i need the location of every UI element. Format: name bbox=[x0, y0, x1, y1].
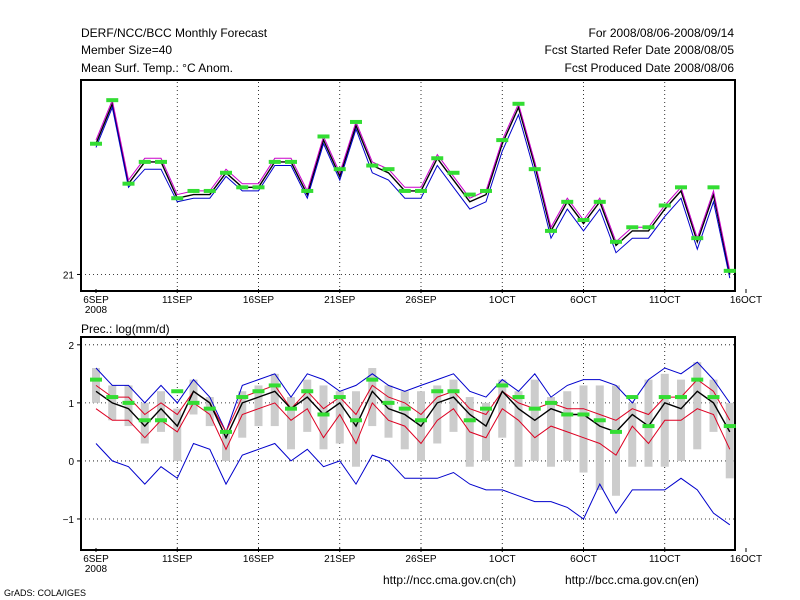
header-title: DERF/NCC/BCC Monthly Forecast bbox=[81, 26, 268, 40]
footer-credit: GrADS: COLA/IGES bbox=[4, 588, 86, 598]
x-tick-label: 26SEP bbox=[405, 295, 436, 306]
x-tick-label: 16SEP bbox=[243, 554, 274, 565]
series-line-median bbox=[95, 390, 731, 440]
series-line-member-spread-lower bbox=[95, 105, 731, 279]
precipitation-observed-markers bbox=[90, 377, 736, 434]
spread-bar bbox=[157, 391, 165, 432]
y-tick-label: 21 bbox=[63, 270, 75, 281]
x-year-label: 2008 bbox=[85, 305, 108, 316]
x-tick-label: 1OCT bbox=[489, 554, 516, 565]
spread-bar bbox=[303, 379, 312, 432]
header-variable: Mean Surf. Temp.: °C Anom. bbox=[81, 61, 233, 75]
spread-bar bbox=[449, 379, 458, 432]
spread-bar bbox=[514, 391, 523, 467]
series-line-ensemble-mean bbox=[95, 101, 731, 275]
precipitation-series bbox=[95, 361, 731, 526]
spread-bar bbox=[173, 408, 182, 461]
series-line-min bbox=[95, 442, 731, 526]
spread-bar bbox=[628, 402, 637, 467]
footer-url-ch[interactable]: http://ncc.cma.gov.cn(ch) bbox=[383, 573, 516, 587]
x-tick-label: 1OCT bbox=[489, 295, 516, 306]
x-tick-label: 6SEP bbox=[83, 295, 109, 306]
x-tick-label: 26SEP bbox=[405, 554, 436, 565]
x-tick-label: 16OCT bbox=[730, 554, 762, 565]
x-tick-label: 21SEP bbox=[324, 295, 355, 306]
x-tick-label: 11SEP bbox=[162, 554, 193, 565]
spread-bar bbox=[644, 379, 653, 467]
y-tick-label: −1 bbox=[63, 515, 75, 526]
spread-bar bbox=[612, 385, 620, 496]
precipitation-y-ticks: 2 1 0 −1 bbox=[63, 341, 81, 526]
spread-bar bbox=[189, 379, 198, 415]
x-tick-label: 6SEP bbox=[83, 554, 109, 565]
x-tick-label: 6OCT bbox=[570, 554, 597, 565]
temperature-series bbox=[95, 98, 731, 279]
series-line-member-spread-upper bbox=[95, 98, 731, 271]
spread-bar bbox=[222, 431, 230, 461]
spread-bar bbox=[709, 379, 718, 432]
x-year-label: 2008 bbox=[85, 564, 108, 575]
x-tick-label: 16OCT bbox=[730, 295, 762, 306]
x-tick-label: 21SEP bbox=[324, 554, 355, 565]
spread-bar bbox=[693, 362, 702, 450]
x-tick-label: 16SEP bbox=[243, 295, 274, 306]
x-tick-label: 11OCT bbox=[649, 554, 681, 565]
spread-bar bbox=[335, 391, 344, 444]
temperature-grid bbox=[81, 82, 735, 289]
y-tick-label: 0 bbox=[68, 457, 74, 468]
spread-bar bbox=[368, 368, 377, 427]
spread-bar bbox=[352, 391, 360, 467]
temperature-panel: 21 6SEP 11SEP 16SEP 21SEP 26SEP 1OCT 6OCT 11OCT… bbox=[63, 79, 762, 316]
precip-title: Prec.: log(mm/d) bbox=[81, 322, 170, 336]
temperature-plot-frame bbox=[80, 79, 736, 292]
header-period: For 2008/08/06-2008/09/14 bbox=[589, 26, 735, 40]
precipitation-spread-bars bbox=[92, 362, 734, 496]
spread-bar bbox=[400, 391, 409, 450]
spread-bar bbox=[270, 373, 279, 427]
footer-url-en[interactable]: http://bcc.cma.gov.cn(en) bbox=[565, 573, 699, 587]
spread-bar bbox=[725, 402, 734, 479]
temperature-x-ticks: 6SEP 11SEP 16SEP 21SEP 26SEP 1OCT 6OCT 11OCT 16O… bbox=[83, 289, 762, 316]
x-tick-label: 11OCT bbox=[649, 295, 681, 306]
precipitation-x-ticks: 6SEP 11SEP 16SEP 21SEP 26SEP 1OCT 6OCT 11OCT 16O… bbox=[83, 548, 762, 575]
spread-bar bbox=[205, 397, 214, 427]
spread-bar bbox=[254, 385, 263, 427]
precipitation-panel: 2 1 0 −1 6SEP 11SEP 16SEP 21SEP 26SEP 1OCT 6OCT 11… bbox=[63, 336, 762, 575]
x-tick-label: 6OCT bbox=[570, 295, 597, 306]
spread-bar bbox=[547, 397, 555, 467]
header-start-date: Fcst Started Refer Date 2008/08/05 bbox=[545, 43, 735, 57]
temperature-observed-markers bbox=[90, 98, 736, 273]
temperature-y-ticks: 21 bbox=[63, 270, 81, 281]
spread-bar bbox=[140, 402, 149, 444]
spread-bar bbox=[563, 391, 572, 461]
series-line-max bbox=[95, 361, 731, 434]
spread-bar bbox=[319, 385, 328, 450]
x-tick-label: 11SEP bbox=[162, 295, 193, 306]
y-tick-label: 1 bbox=[68, 399, 74, 410]
spread-bar bbox=[579, 385, 588, 473]
spread-bar bbox=[124, 385, 133, 427]
series-line-lower bbox=[95, 401, 731, 456]
header-produced-date: Fcst Produced Date 2008/08/06 bbox=[565, 61, 735, 75]
y-tick-label: 2 bbox=[68, 341, 74, 352]
spread-bar bbox=[384, 385, 393, 438]
spread-bar bbox=[287, 397, 295, 450]
spread-bar bbox=[595, 385, 604, 490]
header-member-size: Member Size=40 bbox=[81, 43, 172, 57]
precipitation-plot-frame bbox=[80, 336, 736, 551]
spread-bar bbox=[433, 385, 442, 444]
spread-bar bbox=[482, 402, 490, 461]
